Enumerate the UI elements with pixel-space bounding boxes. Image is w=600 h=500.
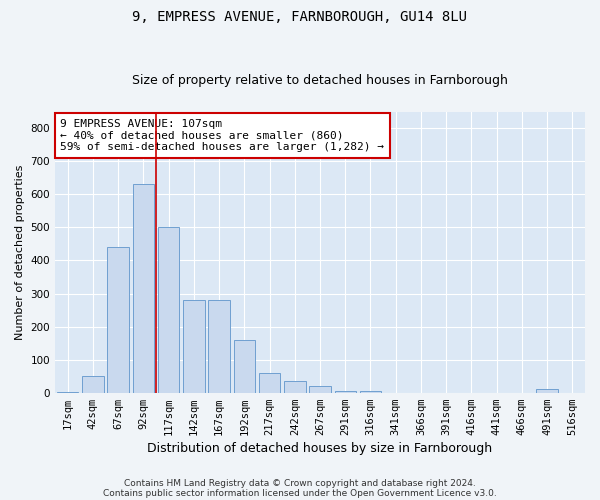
Y-axis label: Number of detached properties: Number of detached properties — [15, 164, 25, 340]
X-axis label: Distribution of detached houses by size in Farnborough: Distribution of detached houses by size … — [148, 442, 493, 455]
Bar — [107, 248, 129, 392]
Bar — [183, 300, 205, 392]
Text: Contains HM Land Registry data © Crown copyright and database right 2024.: Contains HM Land Registry data © Crown c… — [124, 478, 476, 488]
Bar — [158, 228, 179, 392]
Bar — [233, 340, 255, 392]
Text: 9, EMPRESS AVENUE, FARNBOROUGH, GU14 8LU: 9, EMPRESS AVENUE, FARNBOROUGH, GU14 8LU — [133, 10, 467, 24]
Title: Size of property relative to detached houses in Farnborough: Size of property relative to detached ho… — [132, 74, 508, 87]
Bar — [536, 390, 558, 392]
Bar — [133, 184, 154, 392]
Bar — [360, 391, 381, 392]
Bar — [284, 381, 305, 392]
Bar — [208, 300, 230, 392]
Bar — [335, 391, 356, 392]
Bar — [309, 386, 331, 392]
Text: Contains public sector information licensed under the Open Government Licence v3: Contains public sector information licen… — [103, 488, 497, 498]
Bar — [259, 373, 280, 392]
Text: 9 EMPRESS AVENUE: 107sqm
← 40% of detached houses are smaller (860)
59% of semi-: 9 EMPRESS AVENUE: 107sqm ← 40% of detach… — [61, 119, 385, 152]
Bar — [82, 376, 104, 392]
